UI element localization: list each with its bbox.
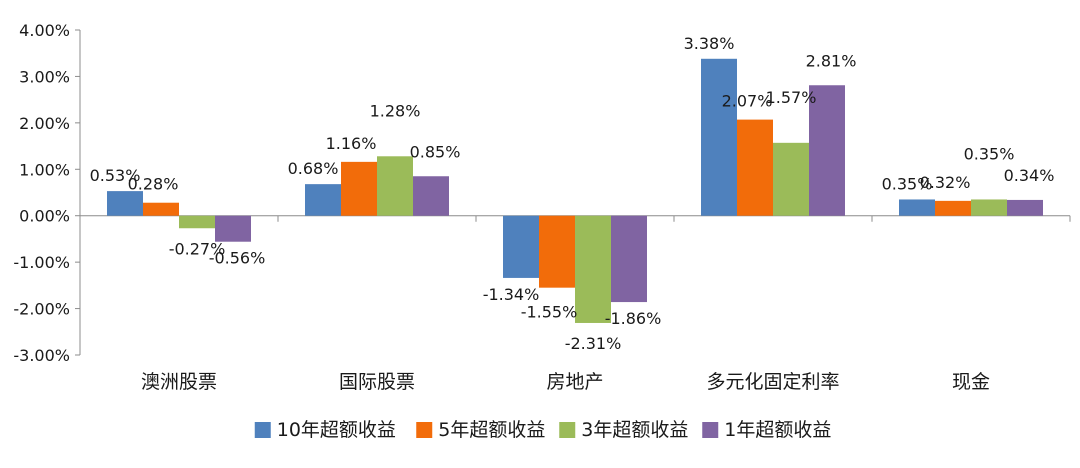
- data-label: 0.28%: [128, 175, 179, 194]
- bar: [503, 215, 539, 278]
- legend-swatch: [559, 422, 576, 438]
- data-label: 0.32%: [920, 173, 971, 192]
- legend-swatch: [416, 422, 433, 438]
- legend-label: 5年超额收益: [438, 419, 545, 441]
- data-label: -0.56%: [209, 249, 266, 268]
- bar: [539, 215, 575, 288]
- bars-layer: [107, 58, 1043, 323]
- y-tick-label: 0.00%: [19, 207, 70, 226]
- y-tick-label: -3.00%: [13, 346, 70, 365]
- bar: [413, 176, 449, 216]
- legend-swatch: [702, 422, 719, 438]
- category-label: 国际股票: [339, 371, 415, 393]
- data-label: 0.85%: [410, 142, 461, 161]
- bar: [575, 215, 611, 323]
- bar: [341, 161, 377, 216]
- category-label: 澳洲股票: [141, 371, 217, 393]
- data-label: 3.38%: [684, 34, 735, 53]
- bar: [737, 119, 773, 216]
- bar: [305, 184, 341, 216]
- bar: [809, 85, 845, 216]
- category-label: 现金: [952, 371, 990, 393]
- data-label: -0.27%: [169, 239, 226, 258]
- bar: [971, 199, 1007, 216]
- bar: [899, 199, 935, 216]
- data-label: 0.53%: [90, 166, 141, 185]
- bar: [377, 156, 413, 216]
- data-label: -1.55%: [521, 303, 578, 322]
- bar: [179, 215, 215, 229]
- legend-swatch: [254, 422, 271, 438]
- bar: [611, 215, 647, 303]
- data-label: 1.28%: [370, 101, 421, 120]
- data-label: 1.16%: [326, 134, 377, 153]
- bar: [701, 58, 737, 216]
- legend-label: 10年超额收益: [277, 419, 396, 441]
- y-tick-label: -2.00%: [13, 300, 70, 319]
- data-labels-layer: 0.53% 0.68% -1.34% 3.38% 0.35% 0.28% 1.16% -1.5…: [90, 34, 1055, 353]
- bar: [107, 191, 143, 216]
- data-label: -1.86%: [605, 309, 662, 328]
- bar: [773, 142, 809, 216]
- data-label: 0.35%: [882, 174, 933, 193]
- y-tick-label: 4.00%: [19, 21, 70, 40]
- category-label: 房地产: [546, 371, 603, 393]
- y-tick-label: 1.00%: [19, 160, 70, 179]
- data-label: 2.07%: [722, 92, 773, 111]
- data-label: -2.31%: [565, 334, 622, 353]
- data-label: -1.34%: [483, 285, 540, 304]
- y-tick-label: 2.00%: [19, 114, 70, 133]
- data-label: 2.81%: [806, 51, 857, 70]
- legend: 10年超额收益 5年超额收益 3年超额收益 1年超额收益: [254, 419, 831, 441]
- legend-label: 1年超额收益: [724, 419, 831, 441]
- data-label: 1.57%: [766, 88, 817, 107]
- y-tick-label: -1.00%: [13, 253, 70, 272]
- data-label: 0.68%: [288, 159, 339, 178]
- data-label: 0.34%: [1004, 166, 1055, 185]
- category-label: 多元化固定利率: [706, 371, 839, 393]
- y-tick-label: 3.00%: [19, 67, 70, 86]
- bar: [215, 215, 251, 242]
- data-label: 0.35%: [964, 144, 1015, 163]
- bar: [935, 200, 971, 216]
- bar: [143, 202, 179, 216]
- bar: [1007, 199, 1043, 216]
- legend-label: 3年超额收益: [581, 419, 688, 441]
